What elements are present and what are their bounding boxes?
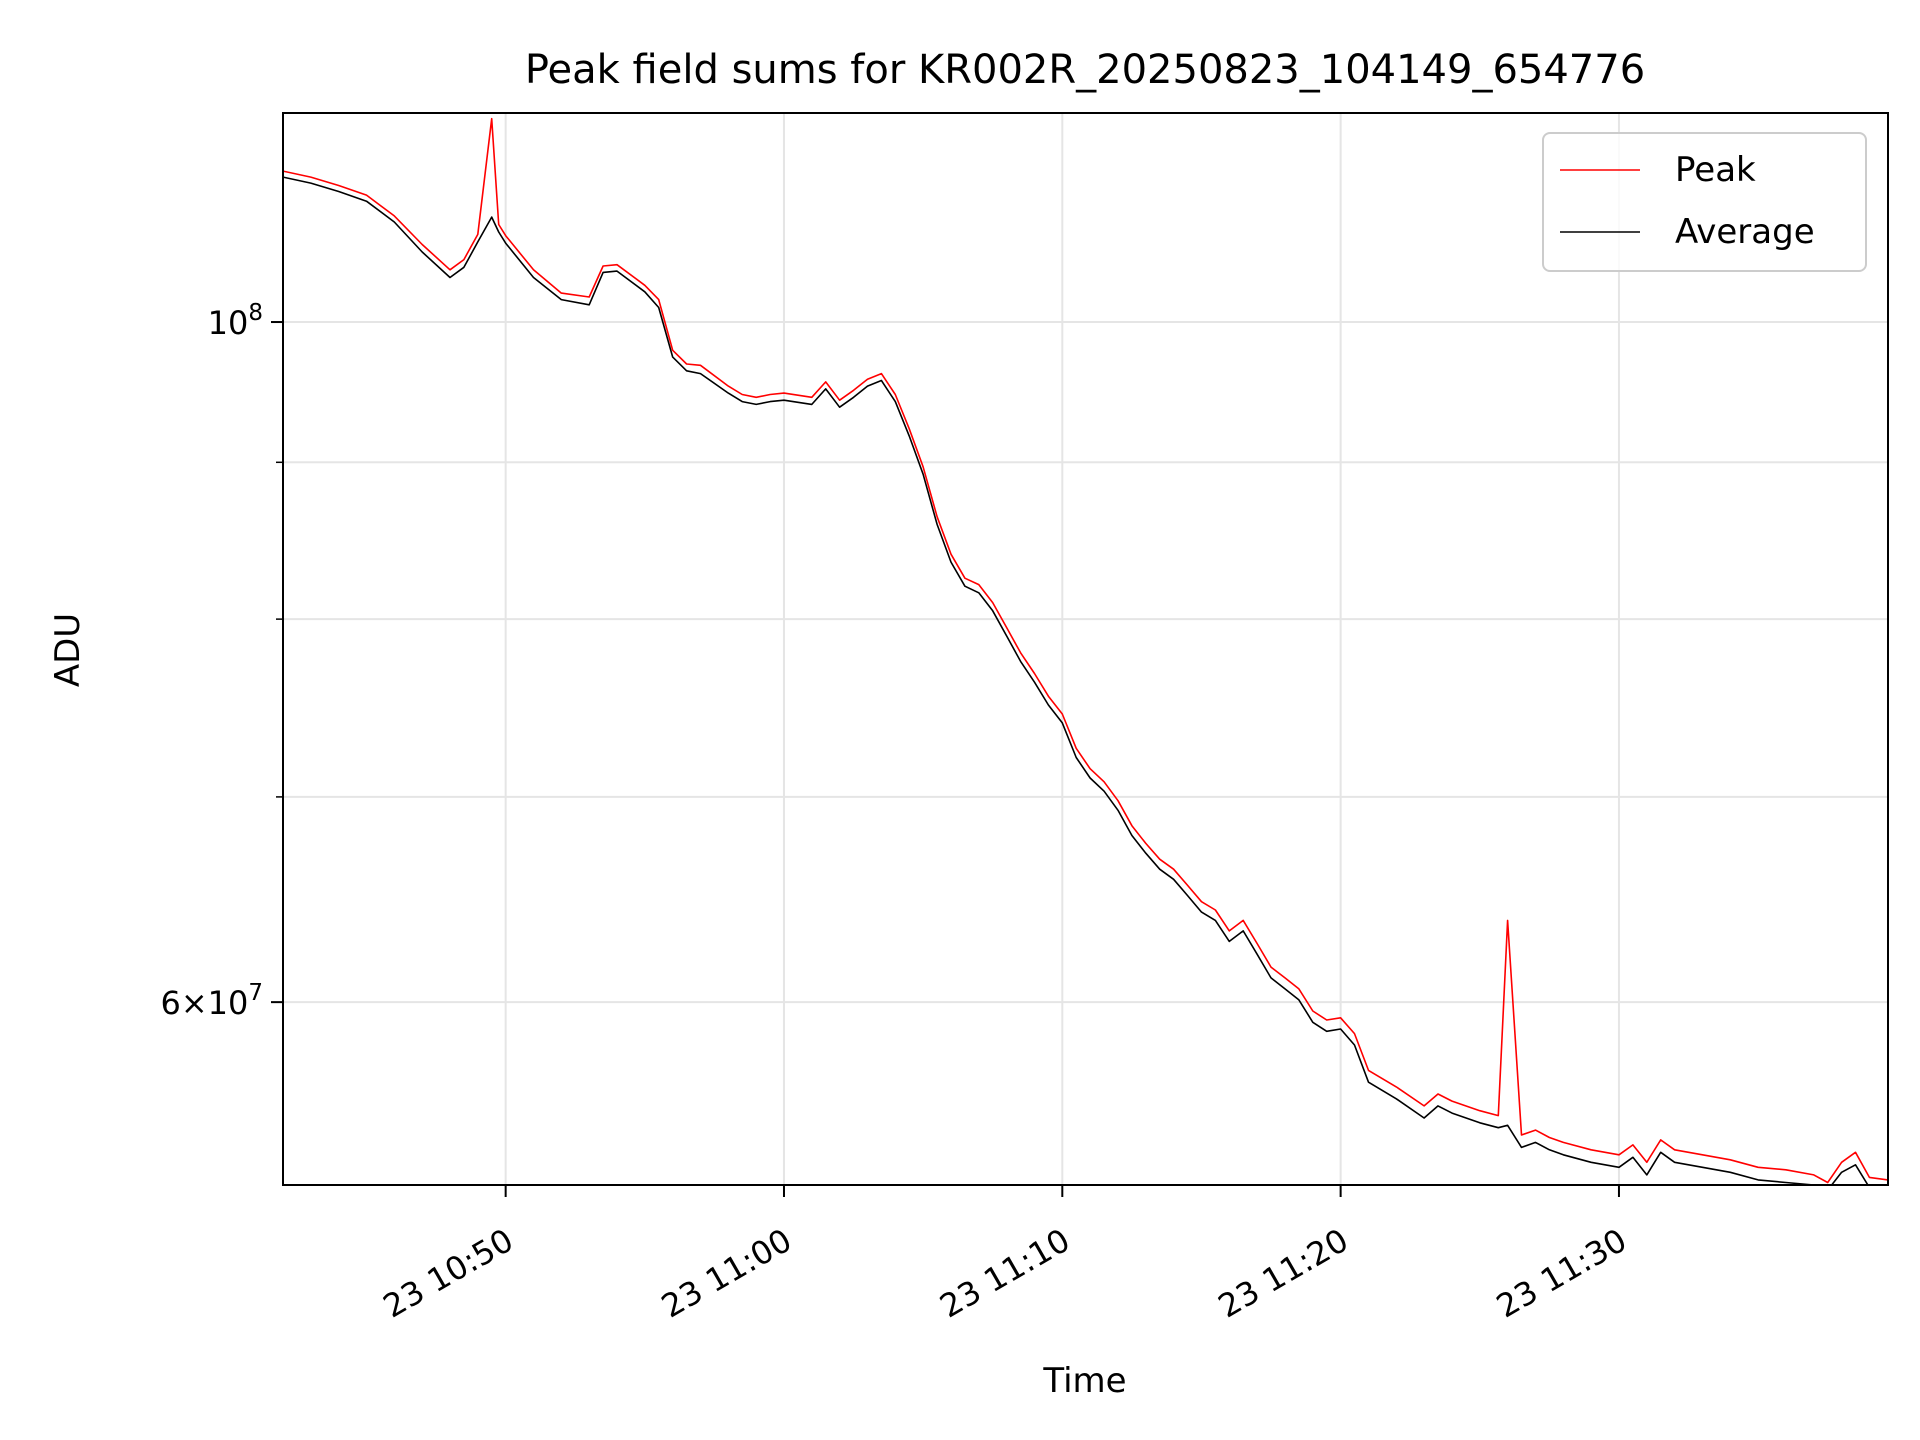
x-axis-label: Time (1042, 1361, 1126, 1401)
legend: Peak Average (1542, 132, 1867, 272)
legend-box (1542, 132, 1867, 272)
series-line-peak (283, 117, 1888, 1184)
series-line-average (283, 176, 1869, 1185)
series-layer (283, 117, 1888, 1185)
y-tick-label: 108 (208, 300, 263, 342)
y-axis-label: ADU (48, 613, 88, 687)
grid (283, 113, 1888, 1185)
legend-peak-label: Peak (1675, 150, 1756, 190)
y-tick-label: 6×107 (160, 980, 263, 1022)
chart-title: Peak field sums for KR002R_20250823_1041… (525, 47, 1645, 93)
plot-frame (282, 112, 1889, 1186)
legend-average-label: Average (1675, 212, 1815, 252)
